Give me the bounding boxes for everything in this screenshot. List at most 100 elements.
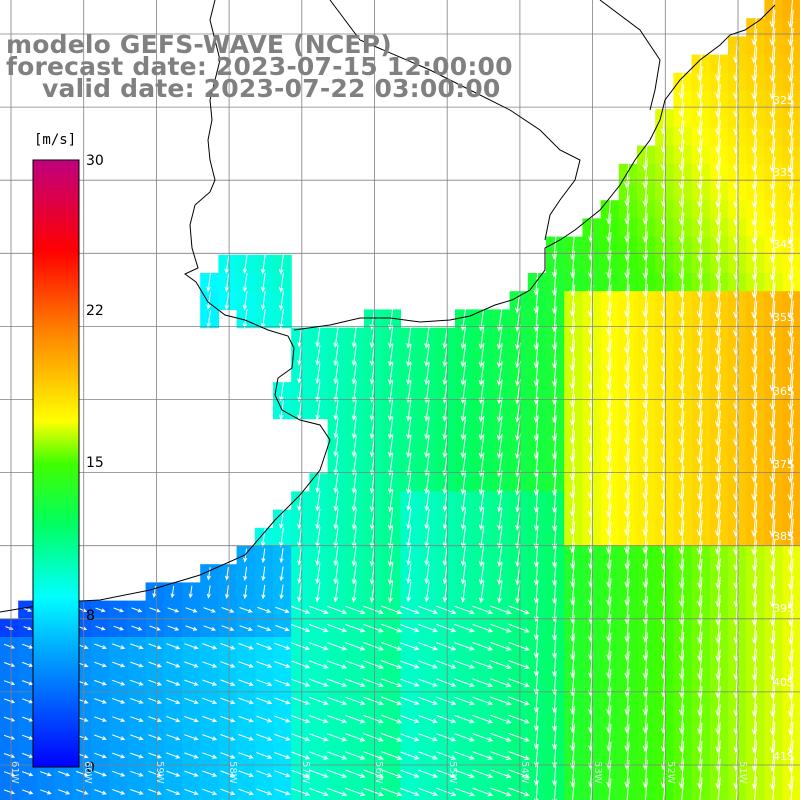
wind-arrow <box>345 696 366 706</box>
wind-arrow <box>94 661 107 668</box>
wind-arrow <box>400 605 420 614</box>
wind-arrow <box>351 526 357 549</box>
wind-arrow <box>387 435 394 458</box>
wind-arrow <box>608 778 612 800</box>
wind-arrow <box>333 326 339 348</box>
wind-arrow <box>206 567 211 581</box>
wind-arrow <box>76 789 89 795</box>
wind-arrow <box>454 714 475 724</box>
wind-arrow <box>345 769 366 778</box>
wind-arrow <box>40 789 52 795</box>
wind-arrow <box>256 642 273 650</box>
wind-arrow <box>166 643 181 650</box>
wind-arrow <box>148 697 163 704</box>
wind-arrow <box>315 472 321 494</box>
wind-arrow <box>478 470 485 496</box>
wind-arrow <box>406 362 412 386</box>
wind-arrow <box>309 624 329 633</box>
wind-arrow <box>424 343 430 368</box>
wind-arrow <box>497 489 503 513</box>
wind-arrow <box>185 607 198 613</box>
wind-arrow <box>238 661 254 668</box>
wind-arrow <box>699 777 703 800</box>
wind-arrow <box>220 770 236 777</box>
lat-label-41s: 41S <box>773 750 794 763</box>
wind-arrow <box>291 715 311 724</box>
wind-arrow <box>279 566 284 582</box>
wind-arrow <box>333 526 339 548</box>
wind-arrow <box>327 660 348 669</box>
wind-arrow <box>166 661 181 668</box>
lat-label-32s: 32S <box>773 94 794 107</box>
wind-arrow <box>184 643 199 650</box>
wind-arrow <box>274 733 291 741</box>
wind-arrow <box>508 678 531 688</box>
wind-arrow <box>363 623 384 633</box>
wind-arrow <box>363 733 384 742</box>
wind-arrow <box>40 771 52 777</box>
wind-arrow <box>309 678 329 687</box>
wind-arrow <box>297 563 303 584</box>
wind-arrow <box>472 696 494 706</box>
wind-arrow <box>333 563 339 585</box>
wind-arrow <box>315 545 321 566</box>
wind-arrow <box>315 527 321 548</box>
wind-arrow <box>238 679 254 686</box>
wind-arrow <box>478 526 485 549</box>
colorbar-tick-30: 30 <box>86 153 104 169</box>
wind-arrow <box>260 272 266 293</box>
wind-arrow <box>327 624 348 633</box>
wind-arrow <box>3 734 16 740</box>
wind-arrow <box>460 416 467 441</box>
wind-arrow <box>400 787 420 796</box>
wind-arrow <box>149 607 161 613</box>
wind-arrow <box>225 566 230 581</box>
wind-arrow <box>327 787 348 797</box>
border-line-2 <box>599 0 661 111</box>
wind-arrow <box>387 471 394 495</box>
wind-arrow <box>184 697 199 704</box>
wind-arrow <box>345 751 366 760</box>
wind-arrow <box>274 752 291 759</box>
wind-arrow <box>418 769 439 778</box>
wind-arrow <box>220 734 236 741</box>
wind-arrow <box>297 363 303 384</box>
wind-arrow <box>256 715 273 723</box>
lon-label-53w: 53W <box>592 761 603 784</box>
wind-arrow <box>772 776 776 800</box>
wind-arrow <box>257 606 272 613</box>
wind-arrow <box>460 343 467 368</box>
wind-arrow <box>278 272 284 293</box>
wind-arrow <box>472 660 494 669</box>
wind-arrow <box>327 751 348 760</box>
wind-arrow <box>112 679 126 686</box>
wind-arrow <box>490 605 512 615</box>
wind-arrow <box>291 660 311 669</box>
wind-arrow <box>206 273 211 292</box>
wind-arrow <box>256 697 273 705</box>
wind-arrow <box>309 733 329 742</box>
wind-arrow <box>58 771 71 777</box>
wind-arrow <box>508 660 531 669</box>
wind-arrow <box>238 697 254 705</box>
wind-arrow <box>363 769 384 778</box>
wind-arrow <box>454 660 475 669</box>
wind-arrow <box>202 679 218 686</box>
wind-arrow <box>225 585 230 599</box>
wind-arrow <box>406 563 412 585</box>
wind-arrow <box>387 489 394 513</box>
wind-arrow <box>261 566 266 582</box>
wind-arrow <box>315 508 321 530</box>
wind-arrow <box>224 254 230 274</box>
wind-arrow <box>256 788 273 796</box>
wind-arrow <box>220 752 236 759</box>
wind-arrow <box>297 527 303 548</box>
wind-arrow <box>400 678 420 687</box>
wind-arrow <box>490 678 512 688</box>
wind-arrow <box>113 625 125 631</box>
wind-arrow <box>363 696 384 706</box>
wind-arrow <box>22 643 34 649</box>
wind-arrow <box>436 769 457 778</box>
wind-arrow <box>327 769 348 778</box>
wind-arrow <box>256 752 273 759</box>
